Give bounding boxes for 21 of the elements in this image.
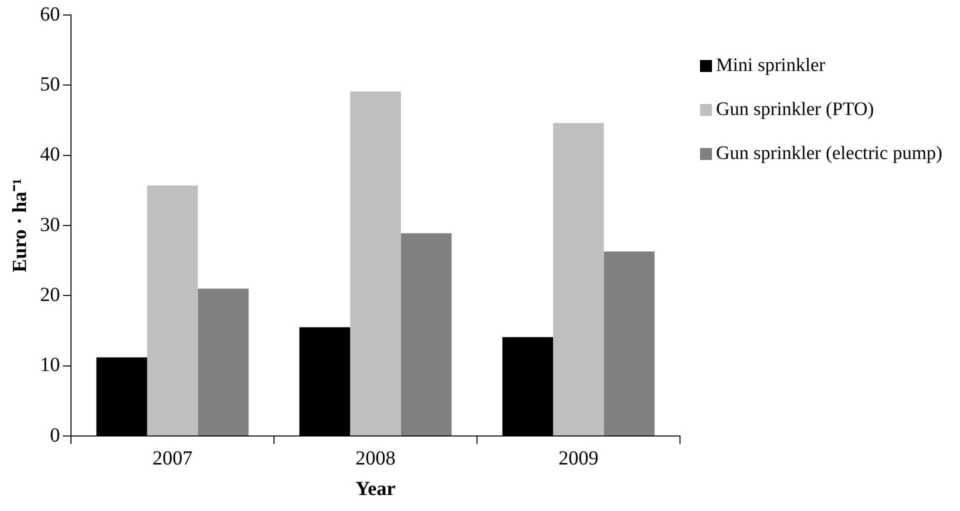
bar — [553, 123, 604, 436]
legend-label: Mini sprinkler — [716, 55, 826, 77]
bar — [604, 251, 655, 436]
x-axis-title: Year — [356, 478, 396, 500]
y-tick-label: 60 — [40, 3, 60, 26]
bar — [350, 91, 401, 436]
x-tick-label: 2009 — [558, 447, 598, 470]
y-tick-label: 40 — [40, 144, 60, 166]
x-tick-label: 2007 — [152, 447, 192, 470]
bar — [147, 186, 198, 436]
bar — [400, 233, 452, 436]
x-tick-label: 2008 — [356, 447, 396, 470]
y-tick-label: 20 — [40, 284, 60, 306]
y-tick-label: 50 — [40, 73, 60, 96]
y-tick-label: 10 — [40, 354, 60, 376]
y-tick-label: 30 — [40, 214, 60, 236]
legend-label: Gun sprinkler (PTO) — [716, 99, 874, 121]
bar — [198, 288, 249, 436]
y-tick-label: 0 — [50, 424, 60, 446]
legend-label: Gun sprinkler (electric pump) — [716, 143, 942, 165]
y-axis-title: Euro · ha⁻¹ — [9, 178, 32, 272]
